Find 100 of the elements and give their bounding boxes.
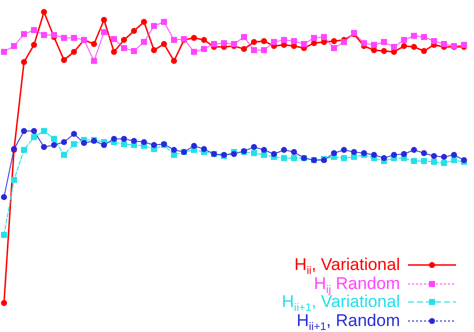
point <box>291 148 297 155</box>
point <box>41 32 47 38</box>
point <box>101 29 107 36</box>
point <box>11 43 17 50</box>
point <box>131 28 137 34</box>
point <box>251 47 257 54</box>
point <box>111 36 117 42</box>
point <box>121 136 127 142</box>
point <box>311 40 317 46</box>
point <box>281 146 287 153</box>
point <box>331 150 337 156</box>
point <box>1 232 7 238</box>
point <box>311 34 317 41</box>
point <box>131 48 137 54</box>
point <box>401 43 407 50</box>
point <box>251 144 257 150</box>
point <box>251 150 257 156</box>
point <box>221 40 227 46</box>
point <box>171 146 177 153</box>
point <box>111 48 117 55</box>
point <box>171 36 177 43</box>
point <box>261 47 267 54</box>
point <box>281 36 287 43</box>
point <box>151 142 157 148</box>
point <box>411 32 417 39</box>
point <box>261 38 267 44</box>
point <box>41 144 47 150</box>
point <box>71 48 77 55</box>
point <box>271 38 277 45</box>
point <box>361 40 367 46</box>
point <box>161 18 167 25</box>
point <box>51 142 57 148</box>
point <box>31 134 37 140</box>
point <box>91 58 97 64</box>
point <box>431 153 437 160</box>
point <box>101 142 107 148</box>
point <box>51 32 57 38</box>
legend-label: H$_{ii+1}$, Random <box>296 310 400 332</box>
point <box>211 41 217 48</box>
point <box>61 57 67 64</box>
point <box>41 9 47 15</box>
point <box>381 48 387 54</box>
point <box>401 151 407 158</box>
point <box>151 22 157 29</box>
point <box>61 34 67 41</box>
point <box>121 141 127 148</box>
point <box>421 150 427 156</box>
point <box>141 18 147 25</box>
point <box>331 45 337 52</box>
point <box>1 194 7 200</box>
point <box>41 128 47 134</box>
point <box>391 152 397 158</box>
point <box>421 34 427 40</box>
point <box>51 136 57 142</box>
point <box>141 38 147 45</box>
point <box>431 158 437 165</box>
point <box>371 47 377 54</box>
point <box>111 136 117 142</box>
point <box>411 146 417 153</box>
point <box>321 34 327 40</box>
point <box>261 146 267 153</box>
point <box>21 146 27 153</box>
point <box>391 44 397 50</box>
point <box>71 130 77 137</box>
point <box>451 157 457 164</box>
point <box>291 38 297 44</box>
point <box>131 138 137 144</box>
point <box>11 176 17 183</box>
point <box>21 59 27 66</box>
point <box>231 151 237 158</box>
point <box>341 155 347 162</box>
point <box>271 151 277 158</box>
point <box>331 38 337 44</box>
point <box>241 34 247 40</box>
point <box>261 152 267 158</box>
point <box>161 41 167 48</box>
point <box>251 38 257 45</box>
point <box>21 31 27 38</box>
point <box>191 48 197 55</box>
point <box>201 146 207 152</box>
point <box>1 300 7 306</box>
point <box>191 34 197 41</box>
point <box>441 154 447 160</box>
point <box>121 36 127 43</box>
point <box>381 155 387 162</box>
point <box>381 38 387 45</box>
point <box>291 155 297 162</box>
point <box>1 48 7 55</box>
point <box>201 46 207 52</box>
point <box>371 42 377 48</box>
point <box>281 155 287 162</box>
point <box>71 141 77 148</box>
point <box>61 152 67 158</box>
point <box>91 41 97 48</box>
point <box>421 48 427 54</box>
point <box>441 160 447 166</box>
point <box>351 148 357 155</box>
point <box>411 158 417 164</box>
point <box>151 47 157 54</box>
point <box>81 140 87 146</box>
